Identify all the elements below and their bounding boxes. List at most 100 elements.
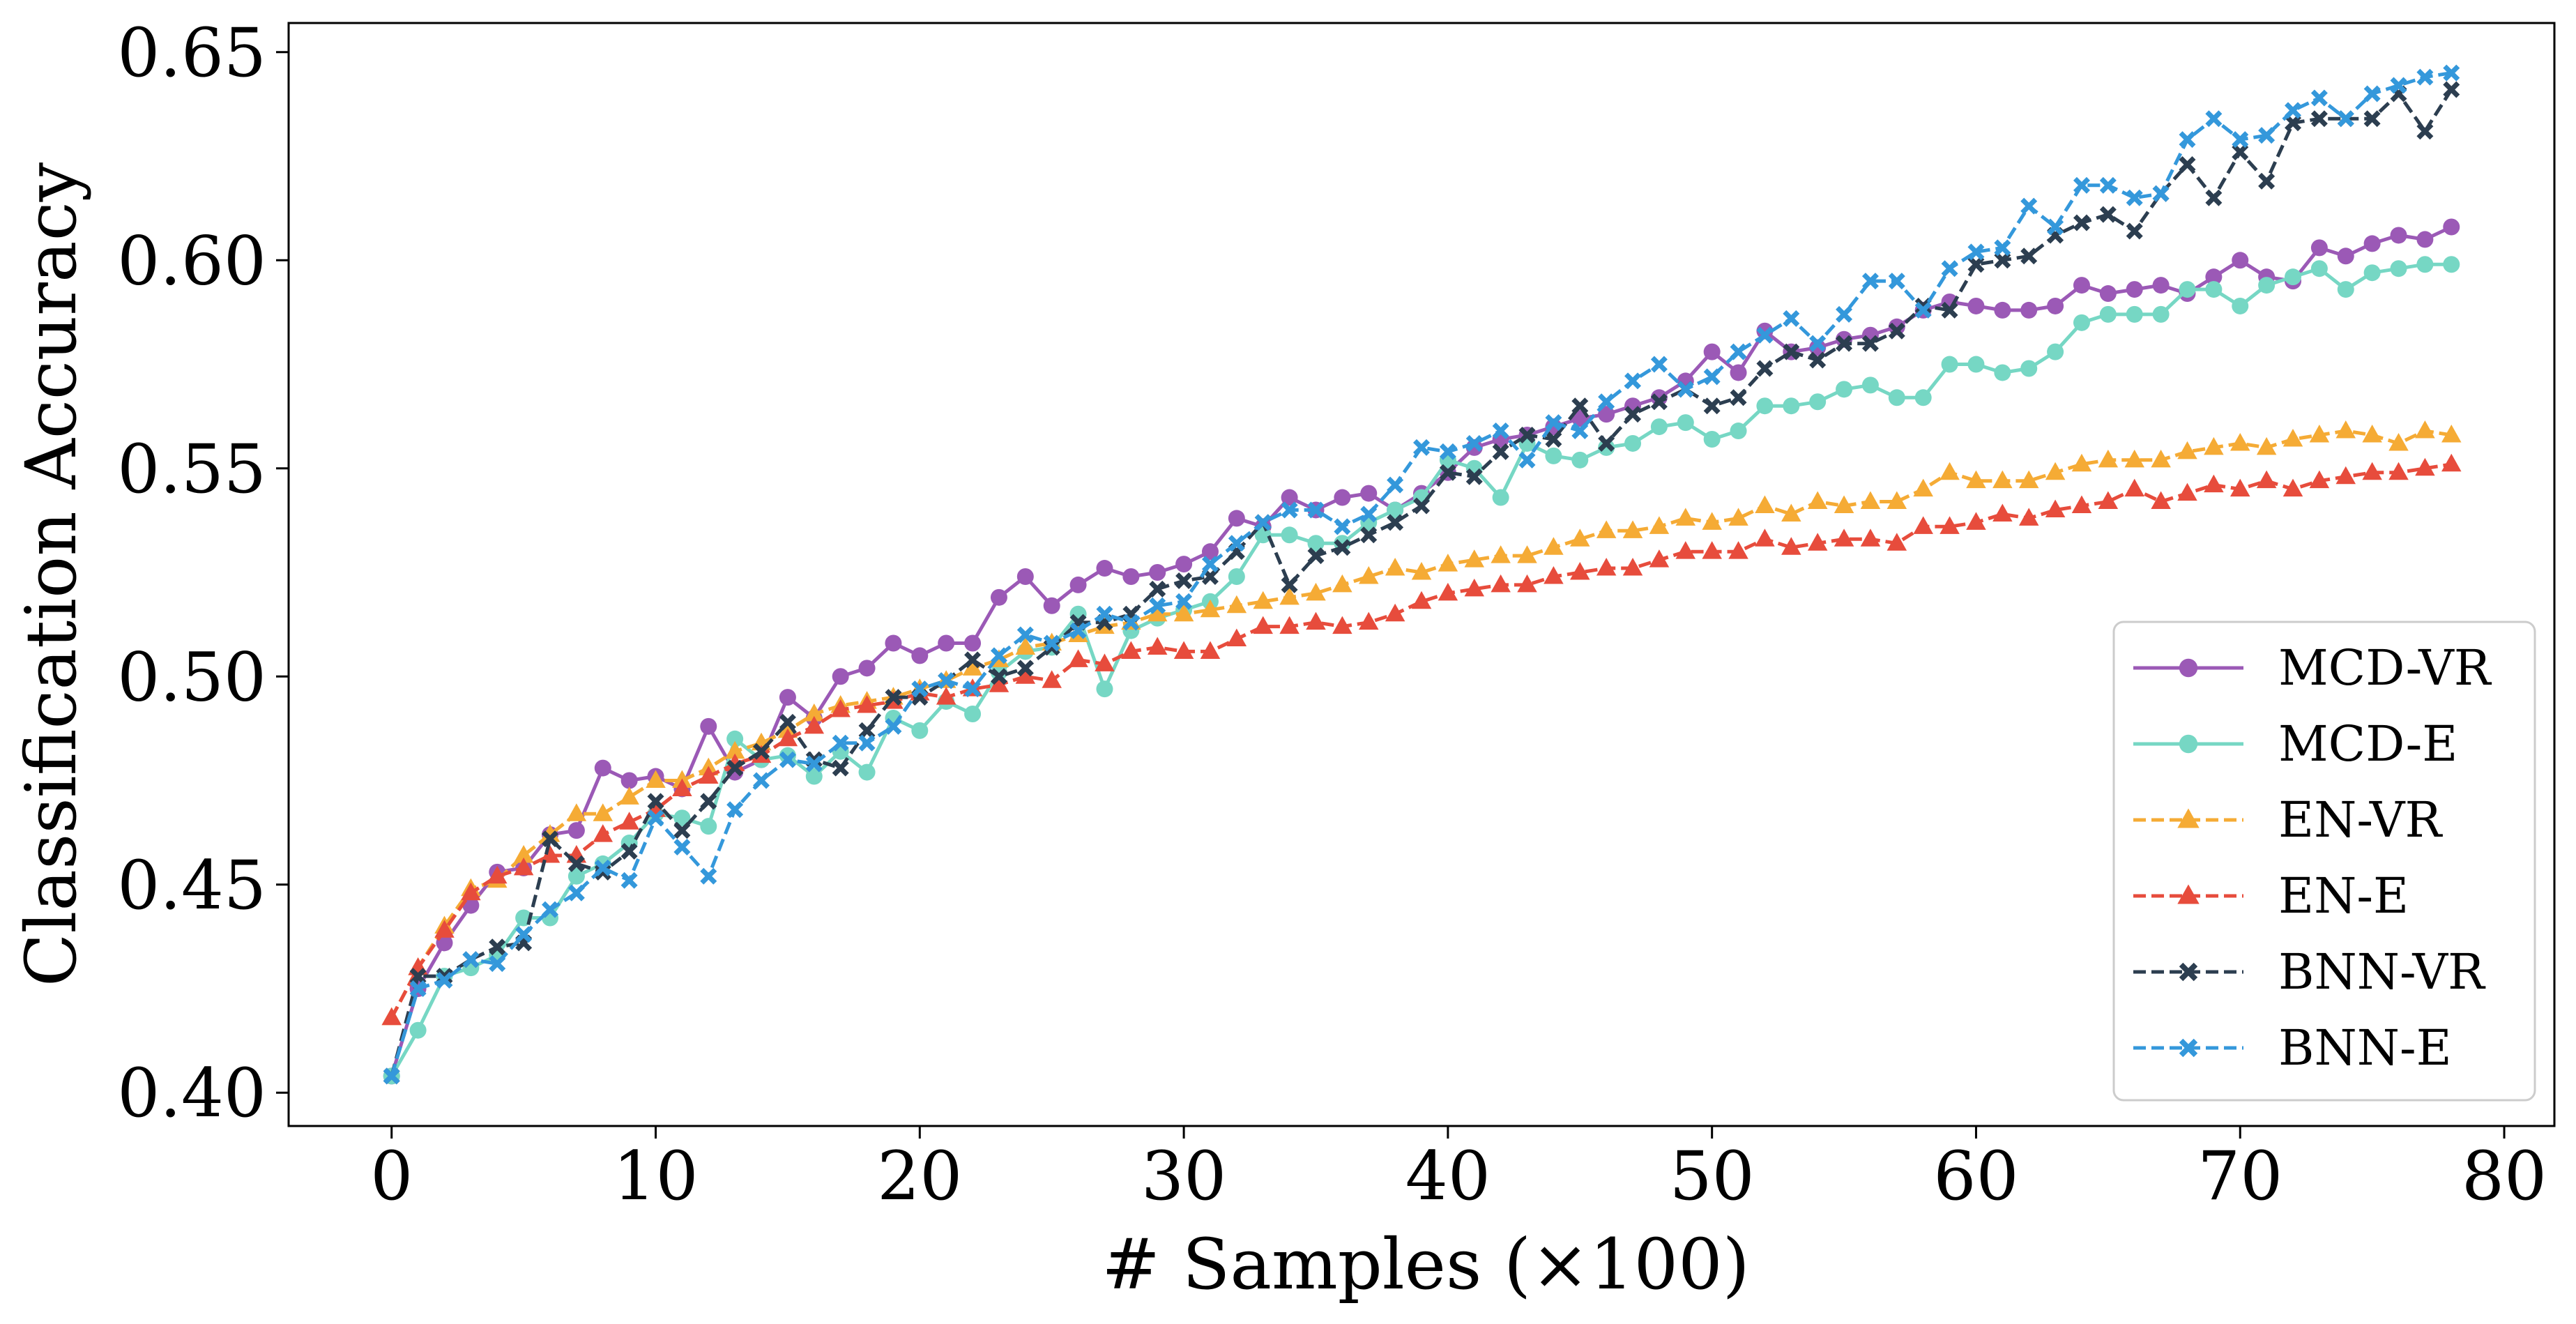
data-point-bnn-vr — [1281, 576, 1298, 593]
legend-item-mcd-e: MCD-E — [2133, 715, 2457, 773]
data-point-mcd-vr — [885, 634, 902, 652]
data-point-mcd-e — [1861, 376, 1879, 394]
data-point-mcd-e — [2232, 297, 2249, 314]
data-point-en-e — [2309, 470, 2330, 489]
data-point-mcd-vr — [2073, 277, 2090, 294]
data-point-mcd-vr — [990, 588, 1007, 606]
data-point-en-e — [2335, 466, 2356, 485]
data-point-bnn-vr — [726, 759, 744, 777]
data-point-en-e — [2018, 508, 2039, 526]
data-point-mcd-e — [2073, 314, 2090, 331]
data-point-en-vr — [1411, 562, 1432, 580]
y-tick-label: 0.45 — [117, 846, 266, 924]
data-point-en-e — [2441, 453, 2462, 472]
data-point-bnn-e — [1941, 260, 1958, 277]
data-point-bnn-e — [1756, 326, 1774, 344]
x-tick-label: 0 — [370, 1137, 413, 1215]
data-point-bnn-e — [1598, 393, 1615, 411]
legend-label-en-vr: EN-VR — [2278, 791, 2443, 849]
data-point-mcd-e — [1941, 356, 1958, 373]
data-point-en-e — [2362, 462, 2382, 480]
data-point-bnn-vr — [2020, 248, 2038, 265]
data-point-en-vr — [1517, 545, 1537, 563]
legend-marker-mcd-e — [2179, 734, 2198, 754]
data-point-bnn-e — [594, 859, 611, 876]
data-point-mcd-e — [1836, 381, 1853, 398]
data-point-en-vr — [646, 770, 666, 789]
data-point-en-e — [2177, 482, 2197, 501]
data-point-en-vr — [2335, 420, 2356, 439]
data-point-en-e — [2388, 462, 2409, 480]
data-point-mcd-vr — [2126, 281, 2143, 298]
data-point-en-e — [777, 728, 798, 747]
data-point-mcd-e — [2179, 281, 2196, 298]
data-point-bnn-e — [383, 1067, 400, 1085]
data-point-mcd-vr — [1334, 489, 1351, 506]
data-point-mcd-vr — [2390, 227, 2407, 244]
data-point-en-e — [1622, 558, 1643, 576]
data-point-en-e — [1781, 537, 1801, 555]
data-point-mcd-e — [567, 867, 585, 885]
data-point-mcd-e — [1756, 397, 1774, 415]
data-point-en-vr — [2151, 449, 2171, 468]
data-point-en-vr — [2309, 425, 2330, 443]
data-point-en-vr — [1675, 508, 1696, 526]
data-point-bnn-e — [567, 884, 585, 901]
data-point-bnn-e — [1043, 634, 1060, 652]
data-point-en-vr — [1781, 503, 1801, 522]
data-point-en-vr — [1728, 508, 1748, 526]
legend-label-en-e: EN-E — [2278, 867, 2409, 924]
data-point-mcd-e — [1809, 393, 1827, 411]
data-point-bnn-e — [726, 801, 744, 819]
series-bnn-e — [383, 64, 2460, 1085]
legend-item-bnn-e: BNN-E — [2133, 1019, 2452, 1076]
data-point-bnn-e — [1069, 622, 1087, 639]
data-point-mcd-e — [1545, 447, 1562, 464]
data-point-bnn-vr — [2099, 206, 2117, 223]
data-point-mcd-e — [1967, 356, 1985, 373]
data-point-en-vr — [1200, 599, 1221, 618]
data-point-bnn-e — [832, 734, 849, 752]
data-point-en-vr — [1147, 603, 1168, 622]
data-point-en-e — [804, 715, 825, 734]
data-point-en-vr — [1015, 637, 1036, 655]
legend-marker-bnn-vr — [2179, 962, 2198, 982]
data-point-en-vr — [1755, 495, 1775, 513]
data-point-en-e — [1095, 653, 1115, 671]
data-point-bnn-vr — [1571, 397, 1589, 415]
data-point-en-e — [1438, 582, 1458, 601]
legend-marker-bnn-e — [2179, 1038, 2198, 1058]
data-point-mcd-vr — [1730, 364, 1747, 381]
data-point-en-e — [1570, 562, 1590, 580]
data-point-en-e — [1226, 628, 1247, 647]
data-point-bnn-e — [2363, 85, 2381, 102]
data-point-en-vr — [1544, 537, 1564, 555]
data-point-bnn-vr — [409, 968, 427, 985]
data-point-en-e — [1596, 558, 1617, 576]
data-point-mcd-vr — [2232, 252, 2249, 269]
data-point-en-e — [2098, 491, 2119, 510]
data-point-en-e — [1728, 541, 1748, 559]
data-point-bnn-vr — [620, 842, 638, 860]
legend-item-bnn-vr: BNN-VR — [2133, 943, 2486, 1000]
data-point-bnn-e — [2337, 110, 2354, 128]
data-point-mcd-e — [1914, 389, 1932, 406]
data-point-en-vr — [1279, 586, 1300, 605]
data-point-en-e — [1807, 533, 1828, 551]
data-point-en-vr — [1358, 565, 1379, 584]
data-point-en-e — [1939, 516, 1960, 534]
data-point-en-vr — [1649, 516, 1670, 534]
y-tick-label: 0.60 — [117, 222, 266, 300]
data-point-en-e — [540, 844, 561, 863]
data-point-mcd-vr — [1888, 318, 1905, 335]
data-point-en-e — [1411, 591, 1432, 609]
data-point-mcd-e — [1307, 535, 1325, 552]
data-point-bnn-e — [1413, 439, 1430, 456]
data-point-en-vr — [1939, 462, 1960, 480]
data-point-en-e — [593, 824, 613, 842]
data-point-mcd-vr — [938, 634, 955, 652]
data-point-en-vr — [540, 824, 561, 842]
data-point-en-vr — [2388, 432, 2409, 451]
data-point-bnn-vr — [858, 722, 876, 739]
data-point-en-e — [2415, 457, 2435, 476]
